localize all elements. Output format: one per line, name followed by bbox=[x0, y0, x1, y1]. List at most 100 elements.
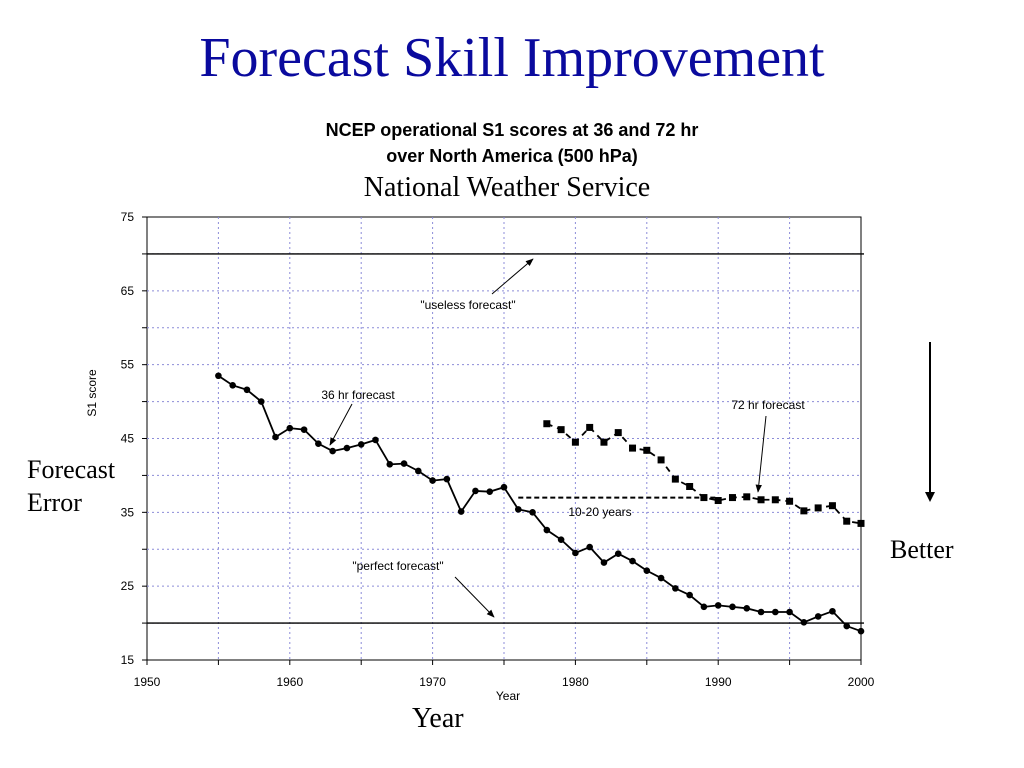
slide-subtitle: National Weather Service bbox=[363, 172, 651, 203]
data-point-36hr bbox=[529, 509, 536, 516]
data-point-36hr bbox=[586, 543, 593, 551]
annotation-perfect: "perfect forecast" bbox=[352, 559, 443, 573]
data-point-36hr bbox=[500, 483, 508, 491]
data-point-72hr bbox=[657, 456, 665, 464]
y-tick-label: 55 bbox=[121, 358, 135, 372]
arrow-36hr bbox=[329, 403, 353, 446]
data-point-72hr bbox=[771, 496, 779, 504]
annotation-36hr: 36 hr forecast bbox=[321, 388, 395, 402]
data-point-36hr bbox=[543, 526, 551, 534]
year-label: Year bbox=[412, 703, 464, 734]
data-point-36hr bbox=[229, 382, 236, 389]
data-point-36hr bbox=[729, 603, 736, 611]
data-point-36hr bbox=[457, 508, 465, 515]
data-point-72hr bbox=[843, 517, 851, 525]
annotation-useless: "useless forecast" bbox=[420, 298, 515, 312]
data-point-36hr bbox=[286, 424, 294, 432]
data-point-36hr bbox=[357, 441, 365, 448]
data-point-36hr bbox=[829, 607, 836, 615]
data-point-72hr bbox=[557, 426, 565, 434]
forecast-error-line2: Error bbox=[27, 488, 82, 517]
data-point-36hr bbox=[772, 608, 779, 616]
data-point-36hr bbox=[400, 460, 408, 467]
data-point-72hr bbox=[586, 423, 594, 431]
x-tick-label: 1950 bbox=[134, 675, 161, 689]
data-point-36hr bbox=[272, 433, 279, 441]
x-tick-label: 1960 bbox=[276, 675, 303, 689]
data-point-36hr bbox=[814, 613, 822, 620]
data-point-72hr bbox=[629, 444, 637, 452]
y-tick-label: 65 bbox=[121, 284, 135, 298]
data-point-36hr bbox=[743, 605, 751, 612]
annotation-gap: 10-20 years bbox=[568, 505, 631, 519]
data-point-36hr bbox=[800, 619, 808, 626]
data-point-72hr bbox=[714, 497, 722, 505]
data-point-72hr bbox=[786, 497, 794, 505]
data-point-36hr bbox=[643, 567, 651, 574]
data-point-36hr bbox=[557, 536, 565, 543]
series-layer bbox=[215, 372, 865, 635]
x-axis-label: Year bbox=[496, 689, 520, 703]
y-tick-label: 15 bbox=[121, 653, 135, 667]
data-point-36hr bbox=[300, 426, 308, 433]
data-point-36hr bbox=[700, 603, 708, 611]
axis-ticks: 1950 1960 1970 1980 1990 2000 15 25 35 45 55 65 75 bbox=[121, 210, 875, 689]
x-tick-label: 1990 bbox=[705, 675, 732, 689]
data-point-72hr bbox=[700, 494, 708, 502]
data-point-72hr bbox=[671, 475, 679, 483]
x-tick-label: 2000 bbox=[848, 675, 875, 689]
data-point-72hr bbox=[728, 494, 736, 502]
data-point-72hr bbox=[571, 438, 579, 446]
data-point-36hr bbox=[443, 475, 451, 483]
y-tick-label: 75 bbox=[121, 210, 135, 224]
data-point-36hr bbox=[843, 622, 851, 630]
data-point-36hr bbox=[786, 608, 793, 616]
forecast-error-label: Forecast Error bbox=[27, 453, 115, 519]
data-point-36hr bbox=[329, 447, 336, 455]
better-label: Better bbox=[890, 535, 954, 564]
chart-title-line2: over North America (500 hPa) bbox=[386, 146, 638, 166]
y-tick-label: 25 bbox=[121, 579, 135, 593]
x-tick-label: 1970 bbox=[419, 675, 446, 689]
data-point-72hr bbox=[643, 446, 651, 454]
data-point-72hr bbox=[614, 429, 622, 437]
y-axis-label: S1 score bbox=[85, 369, 99, 417]
x-tick-label: 1980 bbox=[562, 675, 589, 689]
data-point-36hr bbox=[372, 436, 379, 444]
data-point-72hr bbox=[857, 519, 865, 527]
data-point-36hr bbox=[857, 627, 865, 635]
data-point-36hr bbox=[429, 477, 436, 484]
reference-lines bbox=[147, 253, 864, 624]
data-point-36hr bbox=[657, 574, 665, 582]
data-point-36hr bbox=[215, 372, 222, 380]
data-point-36hr bbox=[686, 591, 693, 599]
arrow-perfect bbox=[454, 576, 495, 618]
data-point-36hr bbox=[343, 444, 351, 452]
data-point-36hr bbox=[714, 602, 722, 609]
data-point-72hr bbox=[600, 438, 608, 446]
data-point-36hr bbox=[486, 488, 494, 495]
series-36hr-line bbox=[217, 374, 862, 633]
data-point-72hr bbox=[743, 493, 751, 501]
data-point-36hr bbox=[315, 440, 322, 447]
data-point-36hr bbox=[243, 386, 251, 394]
data-point-36hr bbox=[472, 487, 479, 495]
data-point-72hr bbox=[814, 504, 822, 512]
forecast-error-line1: Forecast bbox=[27, 455, 116, 484]
data-point-36hr bbox=[386, 461, 394, 468]
slide-title: Forecast Skill Improvement bbox=[199, 27, 825, 89]
data-point-36hr bbox=[614, 550, 622, 557]
data-point-36hr bbox=[600, 559, 608, 566]
annotation-72hr: 72 hr forecast bbox=[731, 398, 805, 412]
data-point-36hr bbox=[257, 398, 265, 405]
data-point-72hr bbox=[757, 496, 765, 504]
data-point-72hr bbox=[800, 507, 808, 515]
arrow-72hr bbox=[755, 415, 767, 493]
data-point-72hr bbox=[686, 482, 694, 490]
data-point-36hr bbox=[672, 585, 679, 592]
arrow-useless bbox=[491, 258, 534, 295]
data-point-36hr bbox=[572, 549, 579, 557]
chart-title-line1: NCEP operational S1 scores at 36 and 72 … bbox=[325, 120, 699, 140]
y-tick-label: 45 bbox=[121, 432, 135, 446]
